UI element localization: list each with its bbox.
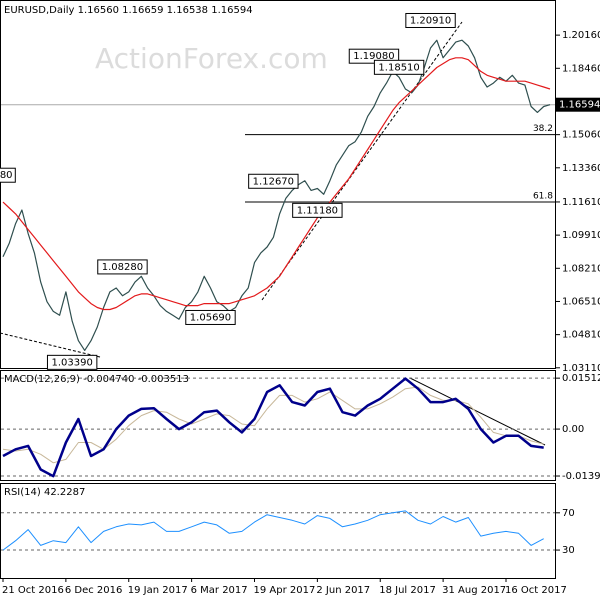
chart-title: EURUSD,Daily 1.16560 1.16659 1.16538 1.1…: [4, 5, 253, 16]
annotation-box: [248, 173, 299, 189]
y-tick-label: 30: [562, 545, 575, 556]
x-tick-label: 6 Dec 2016: [65, 585, 123, 596]
x-tick-label: 19 Jan 2017: [128, 585, 188, 596]
x-tick-label: 2 Jun 2017: [316, 585, 370, 596]
macd-title: MACD(12,26,9) -0.004740 -0.003513: [4, 374, 189, 385]
current-price-box: [556, 97, 600, 112]
fib-label: 38.2: [533, 124, 553, 134]
annotation-box: [185, 309, 236, 325]
series-line: [2, 57, 551, 311]
x-tick-label: 6 Mar 2017: [191, 585, 248, 596]
x-tick-label: 18 Jul 2017: [379, 585, 436, 596]
y-tick-label: 1.06510: [562, 296, 600, 307]
annotation-box: [97, 259, 148, 275]
trend-line: [0, 332, 101, 358]
annotation-label: 1.08280: [102, 262, 143, 273]
annotation-label: 1.20910: [410, 15, 451, 26]
y-tick-label: 1.03110: [562, 363, 600, 374]
series-line: [2, 377, 544, 478]
annotation-box: [0, 167, 16, 183]
y-tick-label: 1.11610: [562, 197, 600, 208]
annotation-box: [46, 354, 98, 370]
x-tick-label: 19 Apr 2017: [253, 585, 315, 596]
price-panel: [0, 0, 556, 369]
trend-line: [261, 21, 463, 301]
annotation-label: 1.18510: [378, 62, 419, 73]
annotation-label: 980: [0, 170, 13, 181]
series-line: [2, 510, 544, 551]
x-tick-label: 21 Oct 2016: [2, 585, 64, 596]
annotation-label: 1.05690: [190, 312, 231, 323]
y-tick-label: 1.09910: [562, 230, 600, 241]
y-tick-label: 1.20160: [562, 30, 600, 41]
annotation-label: 1.03390: [51, 357, 92, 368]
annotation-box: [373, 59, 425, 75]
y-tick-label: 1.08210: [562, 263, 600, 274]
y-tick-label: 1.18460: [562, 63, 600, 74]
y-tick-label: 1.04810: [562, 330, 600, 341]
annotation-box: [292, 202, 343, 218]
y-tick-label: 0.00: [562, 424, 584, 435]
annotation-box: [405, 12, 456, 28]
rsi-title: RSI(14) 42.2287: [4, 487, 85, 498]
macd-panel: [0, 370, 556, 481]
y-tick-label: 0.01512: [562, 373, 600, 384]
annotation-label: 1.19080: [353, 51, 394, 62]
y-tick-label: 1.15060: [562, 130, 600, 141]
y-tick-label: 1.13360: [562, 163, 600, 174]
watermark: ActionForex.com: [95, 42, 328, 75]
rsi-panel: [0, 483, 556, 579]
annotation-label: 1.11180: [297, 205, 338, 216]
series-line: [2, 39, 551, 351]
x-tick-label: 16 Oct 2017: [505, 585, 567, 596]
y-tick-label: 70: [562, 508, 575, 519]
trend-line: [409, 377, 546, 446]
x-tick-label: 31 Aug 2017: [442, 585, 506, 596]
annotation-label: 1.12670: [253, 176, 294, 187]
current-price-label: 1.16594: [559, 100, 600, 111]
y-tick-label: -0.013938: [562, 471, 600, 482]
fib-label: 61.8: [533, 191, 553, 201]
